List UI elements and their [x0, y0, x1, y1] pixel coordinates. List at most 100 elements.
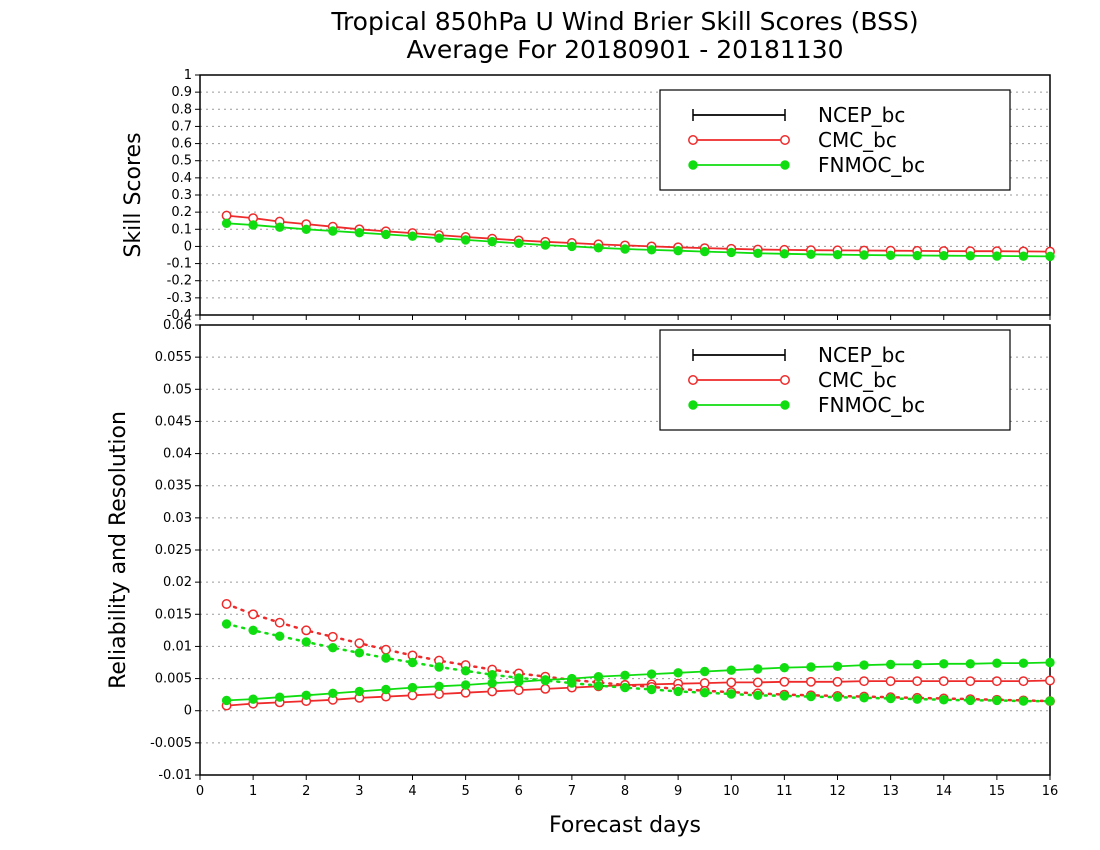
data-point	[381, 229, 391, 240]
data-point	[779, 676, 790, 687]
data-point	[487, 686, 498, 697]
data-point	[593, 671, 604, 682]
y-tick-label: 0.2	[171, 205, 192, 220]
data-point	[859, 660, 869, 670]
data-point	[434, 689, 445, 699]
data-point	[328, 226, 338, 236]
data-point	[540, 683, 551, 694]
legend-marker	[688, 160, 698, 170]
y-tick-label: 0	[184, 704, 192, 719]
data-point	[832, 676, 843, 687]
data-point	[327, 631, 338, 642]
data-point	[912, 694, 922, 704]
data-point	[221, 210, 232, 221]
y-tick-label: -0.01	[158, 768, 192, 783]
x-tick-label: 3	[355, 784, 363, 799]
data-point	[221, 619, 232, 629]
data-point	[460, 680, 471, 690]
x-tick-label: 12	[829, 784, 846, 799]
data-point	[248, 625, 258, 636]
data-point	[221, 599, 232, 609]
data-point	[673, 668, 683, 678]
y-tick-label: 0.045	[155, 414, 192, 429]
y-tick-label: -0.3	[167, 291, 192, 306]
data-point	[726, 689, 736, 699]
data-point	[1018, 696, 1029, 706]
y-tick-label: 0.9	[171, 85, 192, 100]
data-point	[673, 686, 683, 697]
data-point	[301, 625, 312, 636]
data-point	[699, 666, 710, 677]
y-tick-label: -0.2	[167, 274, 192, 289]
data-point	[460, 235, 471, 245]
y-tick-label: 1	[184, 68, 192, 83]
x-tick-label: 4	[408, 784, 416, 799]
data-point	[620, 682, 630, 693]
data-point	[567, 241, 577, 252]
data-point	[1045, 675, 1055, 686]
plot-frame	[199, 324, 1051, 776]
data-point	[965, 695, 976, 706]
y-tick-label: 0.02	[163, 575, 192, 590]
data-point	[567, 678, 577, 688]
series-line-FNMOC_bc-reliability	[225, 622, 1052, 703]
legend-label: FNMOC_bc	[818, 393, 925, 417]
data-point	[301, 224, 311, 234]
data-point	[1018, 658, 1029, 668]
data-point	[912, 676, 923, 687]
data-point	[806, 662, 816, 672]
data-point	[248, 220, 258, 230]
x-axis-label: Forecast days	[549, 813, 701, 838]
chart-title-line1: Tropical 850hPa U Wind Brier Skill Score…	[330, 7, 918, 36]
data-point	[381, 653, 391, 663]
data-point	[248, 609, 259, 620]
chart-title-line2: Average For 20180901 - 20181130	[406, 35, 843, 64]
x-tick-label: 10	[723, 784, 740, 799]
data-point	[380, 644, 391, 655]
y-tick-label: 0.055	[155, 350, 192, 365]
data-point	[646, 684, 657, 695]
data-point	[354, 648, 365, 658]
x-tick-label: 5	[461, 784, 469, 799]
legend-marker	[688, 375, 698, 385]
data-point	[1018, 676, 1029, 687]
data-point	[992, 658, 1002, 668]
data-point	[407, 690, 418, 701]
data-point	[487, 678, 497, 688]
x-tick-label: 9	[674, 784, 682, 799]
data-point	[646, 245, 657, 255]
data-point	[514, 238, 524, 249]
data-point	[832, 249, 843, 260]
data-point	[593, 680, 604, 691]
y-tick-label: 0.3	[171, 188, 192, 203]
data-point	[859, 693, 869, 703]
data-point	[885, 693, 896, 704]
y-tick-label: 0.7	[171, 119, 192, 134]
data-point	[912, 659, 922, 670]
y-tick-label: 0.1	[171, 222, 192, 237]
x-tick-label: 13	[882, 784, 899, 799]
data-point	[965, 251, 976, 261]
data-point	[514, 673, 524, 683]
data-point	[779, 249, 790, 259]
data-point	[301, 637, 311, 647]
series-line-CMC_bc-reliability	[225, 602, 1052, 703]
y-tick-label: 0	[184, 239, 192, 254]
legend-label: NCEP_bc	[818, 343, 905, 367]
data-point	[381, 684, 391, 695]
legend-marker	[780, 400, 790, 410]
y-tick-label: 0.8	[171, 102, 192, 117]
data-point	[434, 681, 444, 691]
skill-scores-panel: -0.4 -0.3 -0.2 -0.1 0 0.1 0.2 0.3 0.4 0.5 0.6 0.7 0.…	[121, 68, 1055, 323]
data-point	[806, 249, 816, 260]
data-point	[328, 643, 338, 653]
legend-marker	[688, 135, 698, 145]
data-point	[726, 665, 736, 675]
y-tick-label: 0.06	[163, 318, 192, 333]
data-point	[806, 691, 816, 702]
data-point	[699, 246, 710, 257]
data-point	[726, 677, 737, 688]
data-point	[487, 236, 497, 247]
y-tick-label: 0.03	[163, 511, 192, 526]
